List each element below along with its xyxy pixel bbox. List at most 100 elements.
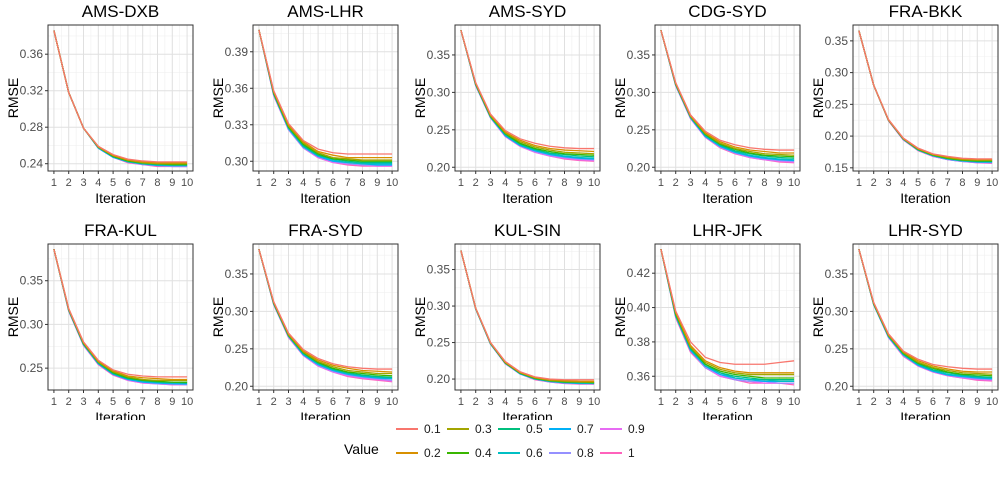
legend-label: 0.6 (526, 446, 543, 460)
legend-label: 0.8 (577, 446, 594, 460)
x-tick-label: 10 (386, 177, 398, 189)
y-tick-label: 0.28 (20, 120, 44, 134)
x-axis-label: Iteration (900, 409, 951, 420)
x-tick-label: 3 (285, 177, 291, 189)
x-tick-label: 4 (502, 396, 508, 408)
panel-border (852, 243, 999, 391)
legend-swatch (447, 428, 469, 430)
y-axis-label: RMSE (5, 297, 21, 337)
x-tick-label: 10 (386, 396, 398, 408)
legend-item: 0.5 (498, 418, 543, 440)
y-tick-label: 0.25 (627, 123, 651, 137)
x-tick-label: 10 (788, 396, 800, 408)
x-tick-label: 6 (532, 396, 538, 408)
x-tick-label: 8 (959, 396, 965, 408)
x-tick-label: 10 (181, 396, 193, 408)
x-tick-label: 5 (915, 177, 921, 189)
x-tick-label: 2 (66, 177, 72, 189)
legend-swatch (447, 452, 469, 454)
x-axis-label: Iteration (702, 190, 753, 206)
x-tick-label: 3 (285, 396, 291, 408)
x-tick-label: 9 (169, 177, 175, 189)
x-tick-label: 10 (181, 177, 193, 189)
y-tick-label: 0.20 (825, 379, 849, 393)
x-tick-label: 6 (532, 177, 538, 189)
x-tick-label: 3 (80, 177, 86, 189)
facet-title: CDG-SYD (688, 2, 766, 21)
legend-swatch (600, 428, 622, 430)
legend-item: 1 (600, 442, 635, 464)
x-tick-label: 9 (576, 396, 582, 408)
y-tick-label: 0.25 (825, 342, 849, 356)
legend-swatch (396, 428, 418, 430)
facet-panel: CDG-SYD 0.20 0.25 0.30 0.35 1 2 3 4 5 6 7 8 9 10 Iterat… (612, 2, 801, 206)
x-tick-label: 3 (885, 396, 891, 408)
x-axis-label: Iteration (95, 409, 146, 420)
y-tick-label: 0.20 (627, 160, 651, 174)
x-tick-label: 4 (502, 177, 508, 189)
y-axis-label: RMSE (412, 297, 428, 337)
x-tick-label: 8 (561, 177, 567, 189)
x-tick-label: 2 (473, 177, 479, 189)
y-axis-label: RMSE (412, 78, 428, 118)
series-line (258, 29, 393, 155)
series-line (858, 249, 993, 370)
y-tick-label: 0.20 (825, 129, 849, 143)
facet-panel: KUL-SIN 0.20 0.25 0.30 0.35 1 2 3 4 5 6 7 8 9 10 Iterat… (412, 221, 601, 420)
x-tick-label: 8 (359, 177, 365, 189)
y-tick-label: 0.20 (225, 379, 249, 393)
x-tick-label: 2 (673, 177, 679, 189)
y-axis-label: RMSE (5, 78, 21, 118)
facet-panel: LHR-JFK 0.36 0.38 0.40 0.42 1 2 3 4 5 6 7 8 9 10 Iterat… (612, 221, 801, 420)
y-tick-label: 0.30 (825, 66, 849, 80)
x-tick-label: 4 (95, 177, 101, 189)
x-tick-label: 7 (140, 396, 146, 408)
legend-item: 0.6 (498, 442, 543, 464)
x-tick-label: 1 (658, 177, 664, 189)
x-tick-label: 3 (80, 396, 86, 408)
x-tick-label: 3 (487, 177, 493, 189)
x-tick-label: 6 (330, 177, 336, 189)
series-line (53, 30, 188, 163)
x-tick-label: 8 (154, 396, 160, 408)
facet-panel: FRA-SYD 0.20 0.25 0.30 0.35 1 2 3 4 5 6 7 8 9 10 Iterat… (210, 221, 399, 420)
y-axis-label: RMSE (210, 78, 226, 118)
y-axis-label: RMSE (612, 297, 628, 337)
x-tick-label: 3 (687, 396, 693, 408)
x-tick-label: 5 (717, 396, 723, 408)
y-tick-label: 0.42 (627, 266, 651, 280)
x-tick-label: 2 (66, 396, 72, 408)
legend-item: 0.7 (549, 418, 594, 440)
x-tick-label: 6 (930, 177, 936, 189)
y-axis-label: RMSE (612, 78, 628, 118)
x-tick-label: 9 (974, 396, 980, 408)
x-tick-label: 7 (945, 177, 951, 189)
legend-swatch (600, 452, 622, 454)
legend-swatch (498, 428, 520, 430)
x-tick-label: 5 (517, 396, 523, 408)
x-tick-label: 10 (986, 177, 998, 189)
series-line (460, 250, 595, 381)
x-tick-label: 5 (110, 177, 116, 189)
x-axis-label: Iteration (300, 190, 351, 206)
x-tick-label: 1 (256, 396, 262, 408)
y-tick-label: 0.35 (825, 267, 849, 281)
x-tick-label: 4 (702, 177, 708, 189)
x-tick-label: 1 (51, 177, 57, 189)
x-tick-label: 4 (900, 177, 906, 189)
y-axis-label: RMSE (210, 297, 226, 337)
panel-border (654, 243, 801, 391)
facet-panel: FRA-BKK 0.15 0.20 0.25 0.30 0.35 1 2 3 4 5 6 7 8 9 10 It… (810, 2, 999, 206)
y-tick-label: 0.40 (627, 301, 651, 315)
y-tick-label: 0.24 (20, 157, 44, 171)
x-axis-label: Iteration (300, 409, 351, 420)
x-tick-label: 5 (315, 396, 321, 408)
x-tick-label: 2 (673, 396, 679, 408)
x-tick-label: 8 (959, 177, 965, 189)
x-tick-label: 4 (95, 396, 101, 408)
legend-label: 0.5 (526, 422, 543, 436)
y-tick-label: 0.33 (225, 118, 249, 132)
x-axis-label: Iteration (502, 409, 553, 420)
x-tick-label: 7 (345, 177, 351, 189)
